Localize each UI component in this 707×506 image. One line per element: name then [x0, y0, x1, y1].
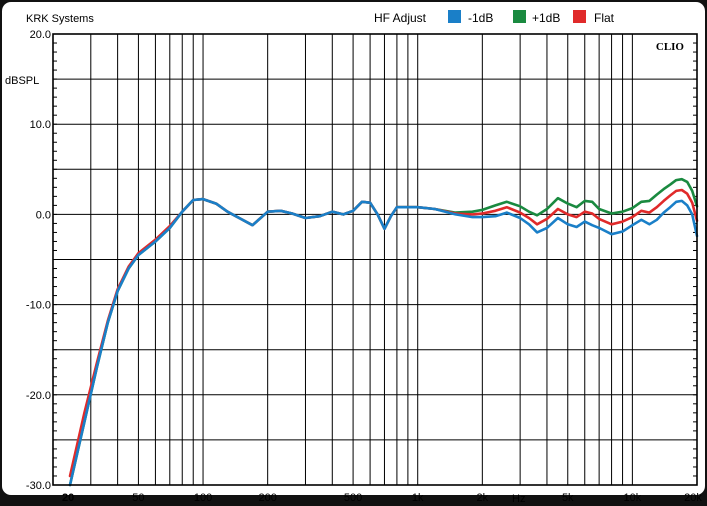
x-tick-label: 50 — [132, 492, 144, 504]
x-tick-label: 500 — [344, 492, 362, 504]
x-tick-label: 1k — [412, 492, 424, 504]
x-tick-label: 200 — [258, 492, 276, 504]
legend-swatch-plus-1db — [513, 10, 526, 23]
legend-label-flat: Flat — [594, 11, 615, 25]
y-tick-label: -20.0 — [26, 390, 51, 402]
y-tick-label: -10.0 — [26, 300, 51, 312]
plot-border — [52, 33, 698, 486]
x-axis-label: Hz — [512, 493, 525, 505]
legend-label-plus-1db: +1dB — [532, 11, 560, 25]
legend-swatch-minus-1db — [448, 10, 461, 23]
x-tick-label: 100 — [194, 492, 212, 504]
y-axis-label: dBSPL — [5, 75, 39, 87]
legend-swatch-flat — [573, 10, 586, 23]
x-tick-label: 20 — [62, 492, 74, 504]
grid — [53, 34, 697, 485]
axis-labels: 20.0 10.0 0.0 -10.0 -20.0 -30.0 20 50 100 200 500 1… — [26, 29, 702, 504]
chart-title: KRK Systems — [26, 13, 94, 25]
x-tick-label: 5k — [562, 492, 574, 504]
x-tick-label: 2k — [477, 492, 489, 504]
y-tick-label: 0.0 — [36, 209, 51, 221]
legend-label-minus-1db: -1dB — [468, 11, 493, 25]
y-tick-label: 10.0 — [30, 119, 51, 131]
x-tick-label: 20k — [684, 492, 702, 504]
legend: HF Adjust -1dB +1dB Flat — [374, 10, 615, 25]
series-line-1db — [68, 197, 699, 487]
series-layer — [68, 177, 699, 487]
y-tick-label: 20.0 — [30, 29, 51, 41]
legend-title: HF Adjust — [374, 11, 427, 25]
x-tick-label: 10k — [624, 492, 642, 504]
clio-watermark: CLIO — [656, 41, 685, 53]
y-tick-label: -30.0 — [26, 480, 51, 492]
